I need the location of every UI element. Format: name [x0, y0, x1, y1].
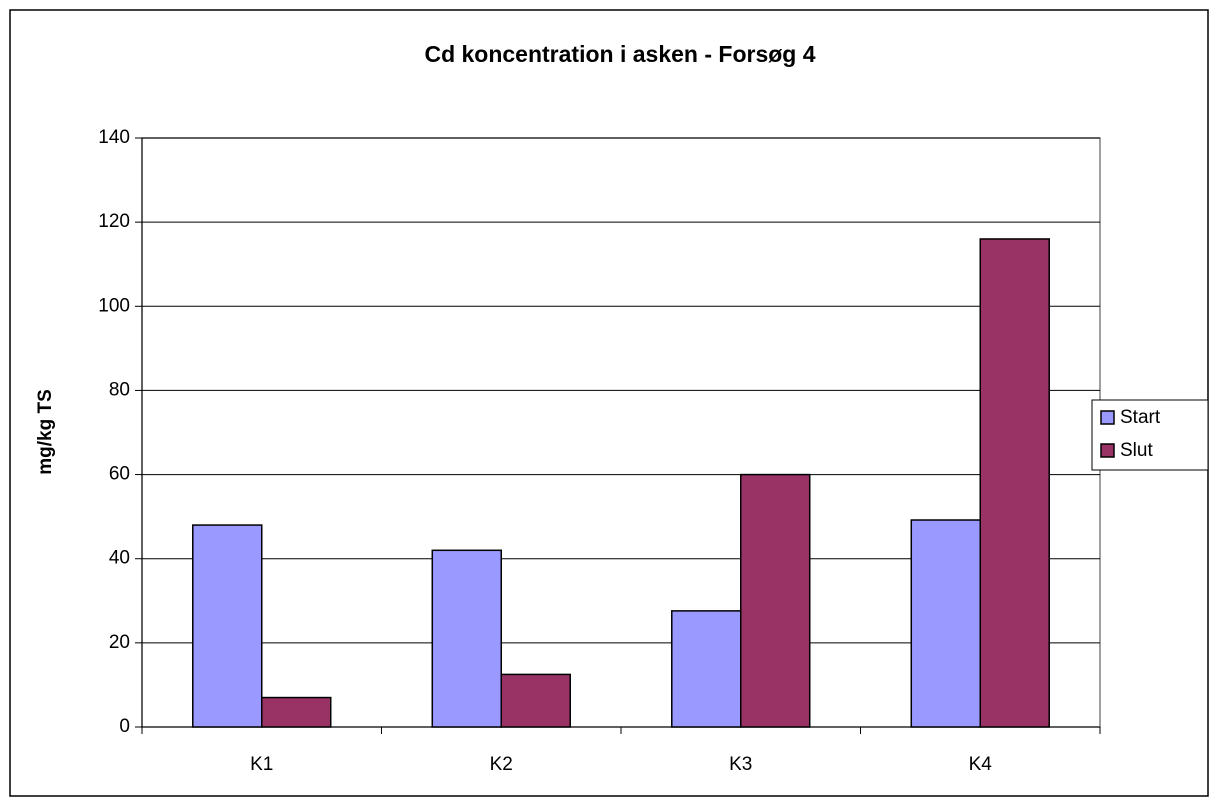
chart-title: Cd koncentration i asken - Forsøg 4	[424, 41, 815, 67]
y-tick-label: 80	[109, 379, 130, 400]
y-tick-label: 20	[109, 632, 130, 653]
x-tick-label: K4	[969, 754, 993, 775]
bar	[431, 549, 502, 728]
legend-swatch	[1100, 443, 1115, 458]
bar	[671, 610, 742, 728]
y-tick-label: 120	[98, 211, 130, 232]
y-tick-label: 140	[98, 127, 130, 148]
bar	[500, 673, 571, 728]
bar	[261, 696, 332, 728]
x-tick-label: K3	[729, 754, 752, 775]
bar	[740, 473, 811, 728]
y-axis-label: mg/kg TS	[35, 389, 56, 475]
y-tick-label: 0	[119, 716, 130, 737]
x-tick-label: K2	[490, 754, 513, 775]
y-tick-label: 40	[109, 548, 130, 569]
bar	[910, 519, 981, 728]
legend-label: Start	[1120, 407, 1161, 428]
legend-swatch	[1100, 410, 1115, 425]
legend-label: Slut	[1120, 440, 1153, 461]
y-tick-label: 100	[98, 295, 130, 316]
x-tick-label: K1	[250, 754, 273, 775]
bar	[192, 524, 263, 728]
bar	[979, 238, 1050, 728]
y-tick-label: 60	[109, 464, 130, 485]
